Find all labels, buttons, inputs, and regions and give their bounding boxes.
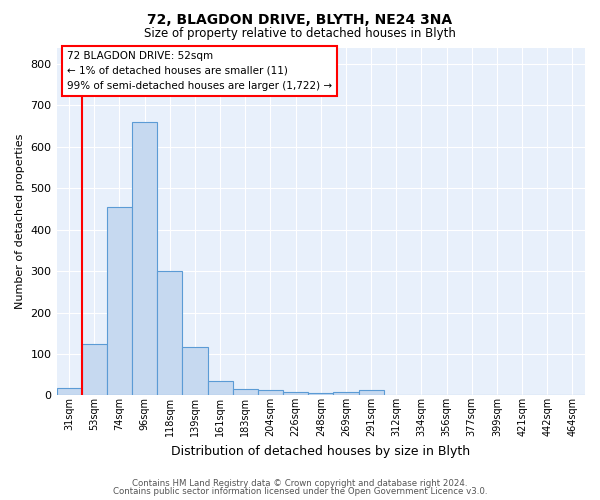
Text: 72, BLAGDON DRIVE, BLYTH, NE24 3NA: 72, BLAGDON DRIVE, BLYTH, NE24 3NA — [148, 12, 452, 26]
X-axis label: Distribution of detached houses by size in Blyth: Distribution of detached houses by size … — [171, 444, 470, 458]
Bar — [308, 394, 334, 396]
Y-axis label: Number of detached properties: Number of detached properties — [15, 134, 25, 309]
Bar — [233, 389, 258, 396]
Text: Contains HM Land Registry data © Crown copyright and database right 2024.: Contains HM Land Registry data © Crown c… — [132, 478, 468, 488]
Bar — [157, 271, 182, 396]
Bar — [82, 344, 107, 396]
Bar — [182, 346, 208, 396]
Text: Size of property relative to detached houses in Blyth: Size of property relative to detached ho… — [144, 28, 456, 40]
Bar — [107, 207, 132, 396]
Text: Contains public sector information licensed under the Open Government Licence v3: Contains public sector information licen… — [113, 487, 487, 496]
Bar — [334, 392, 359, 396]
Bar — [283, 392, 308, 396]
Bar — [132, 122, 157, 396]
Bar — [208, 381, 233, 396]
Bar — [359, 390, 383, 396]
Bar — [258, 390, 283, 396]
Text: 72 BLAGDON DRIVE: 52sqm
← 1% of detached houses are smaller (11)
99% of semi-det: 72 BLAGDON DRIVE: 52sqm ← 1% of detached… — [67, 51, 332, 90]
Bar — [56, 388, 82, 396]
